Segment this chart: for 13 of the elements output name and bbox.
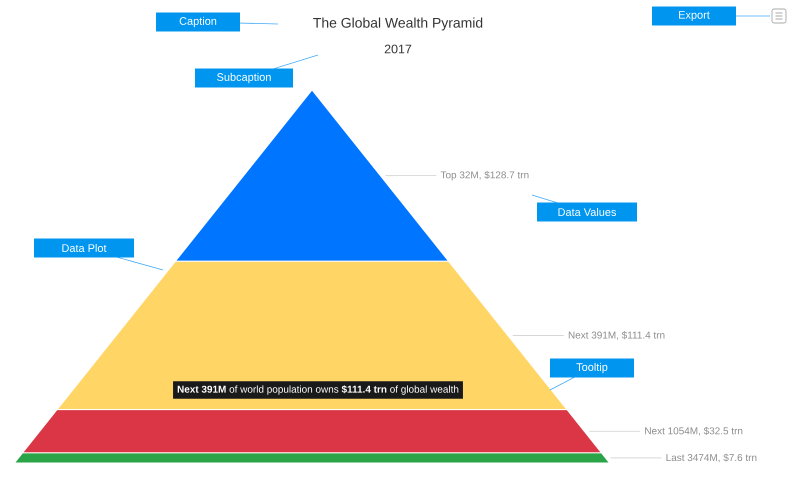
text: Data Plot: [62, 244, 106, 252]
text: Export: [679, 11, 710, 21]
text: 2017: [384, 44, 412, 54]
data-label: Top 32M, $128.7 trn: [440, 170, 528, 180]
text: Subcaption: [217, 72, 271, 84]
text: The Global Wealth Pyramid: [313, 17, 482, 30]
text: Caption: [180, 16, 216, 28]
data-label: Last 3474M, $7.6 trn: [666, 454, 756, 462]
text: Data Values: [558, 208, 616, 216]
data-label: Next 1054M, $32.5 trn: [645, 426, 742, 436]
text: Next 391M of world population owns $111.4 trn of global wealth: [178, 385, 458, 395]
data-label: Next 391M, $111.4 trn: [568, 331, 664, 340]
text: Tooltip: [576, 362, 608, 374]
